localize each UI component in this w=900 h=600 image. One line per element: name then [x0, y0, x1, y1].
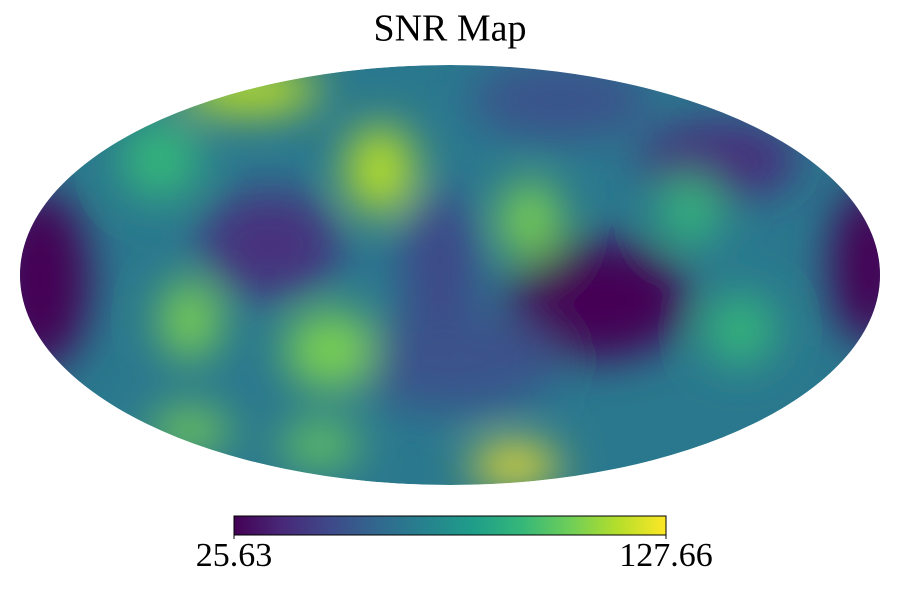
colorbar-tick-label: 127.66 [619, 537, 713, 574]
sky-map [20, 65, 880, 485]
colorbar [233, 515, 667, 536]
chart-title: SNR Map [373, 8, 526, 50]
colorbar-tick-label: 25.63 [196, 537, 273, 574]
